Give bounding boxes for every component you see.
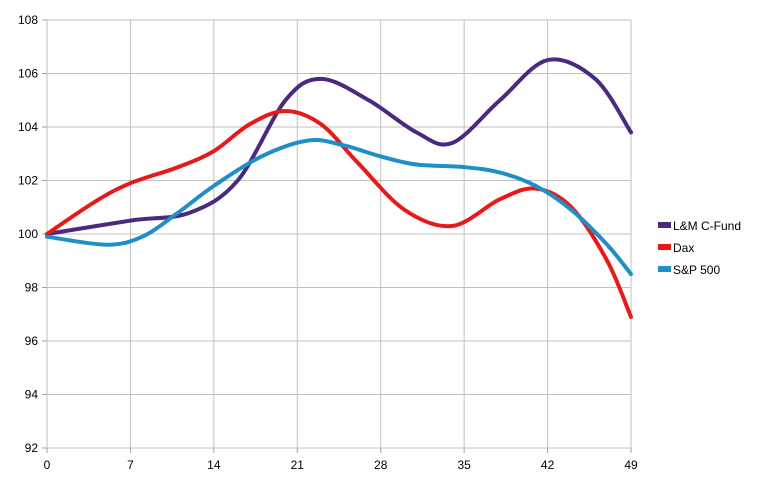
y-tick-label: 98 <box>25 281 39 295</box>
legend-label-l-m-c-fund: L&M C-Fund <box>673 219 741 233</box>
legend-swatch-l-m-c-fund <box>658 222 671 228</box>
x-tick-label: 7 <box>127 458 134 472</box>
series-line-s-p-500 <box>45 138 633 277</box>
x-tick-label: 35 <box>457 458 471 472</box>
y-tick-label: 92 <box>25 441 39 455</box>
x-axis-tick-labels: 0 7 14 21 28 35 42 49 <box>44 458 638 472</box>
legend: L&M C-Fund Dax S&P 500 <box>658 219 741 277</box>
y-tick-label: 94 <box>25 388 39 402</box>
x-tick-label: 0 <box>44 458 51 472</box>
x-tick-label: 42 <box>541 458 555 472</box>
y-tick-label: 102 <box>18 174 38 188</box>
series-line-dax <box>45 109 633 319</box>
y-tick-label: 96 <box>25 334 39 348</box>
y-tick-label: 106 <box>18 67 38 81</box>
legend-label-s-p-500: S&P 500 <box>673 263 720 277</box>
series-lines <box>45 57 633 319</box>
y-tick-label: 104 <box>18 120 38 134</box>
series-line-l-m-c-fund <box>45 57 633 236</box>
x-tick-label: 49 <box>624 458 638 472</box>
x-tick-label: 14 <box>207 458 221 472</box>
legend-swatch-s-p-500 <box>658 266 671 272</box>
legend-swatch-dax <box>658 244 671 250</box>
y-axis-tick-labels: 92 94 96 98 100 102 104 106 108 <box>18 13 38 455</box>
x-tick-label: 28 <box>374 458 388 472</box>
x-tick-label: 21 <box>291 458 305 472</box>
y-tick-label: 108 <box>18 13 38 27</box>
legend-label-dax: Dax <box>673 241 694 255</box>
grid <box>42 19 632 453</box>
y-tick-label: 100 <box>18 227 38 241</box>
